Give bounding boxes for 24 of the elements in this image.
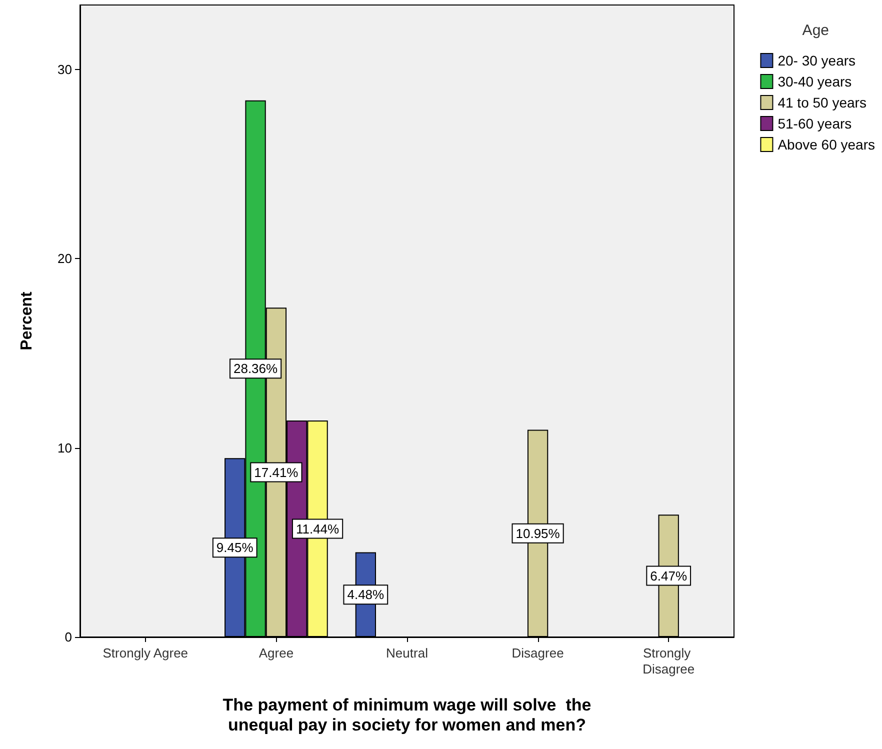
data-label: 10.95% xyxy=(516,526,560,541)
legend-label: 20- 30 years xyxy=(778,52,856,68)
x-tick-label: Strongly Agree xyxy=(102,646,188,660)
y-tick-label: 20 xyxy=(58,251,72,266)
x-axis-title: The payment of minimum wage will solve the unequal pay in society for women and men? xyxy=(222,696,592,734)
legend-label: 41 to 50 years xyxy=(778,94,866,110)
data-label: 9.45% xyxy=(216,540,254,556)
x-tick-label: Neutral xyxy=(386,646,428,660)
legend-label: 51-60 years xyxy=(778,116,852,132)
legend-label: Above 60 years xyxy=(778,136,876,152)
legend-title: Age xyxy=(802,22,830,39)
y-tick-label: 30 xyxy=(58,62,72,77)
y-axis-title: Percent xyxy=(18,290,36,350)
data-label: 28.36% xyxy=(233,361,278,376)
x-tick-label: Strongly Disagree xyxy=(642,646,695,676)
data-label: 6.47% xyxy=(650,568,688,584)
legend-label: 30-40 years xyxy=(778,74,852,90)
x-tick-label: Disagree xyxy=(512,646,564,660)
data-label: 11.44% xyxy=(296,521,340,536)
y-tick-label: 0 xyxy=(64,630,72,644)
data-label: 17.41% xyxy=(254,464,299,480)
x-tick-label: Agree xyxy=(258,646,294,660)
y-tick-label: 10 xyxy=(58,440,72,456)
data-label: 4.48% xyxy=(347,587,385,602)
